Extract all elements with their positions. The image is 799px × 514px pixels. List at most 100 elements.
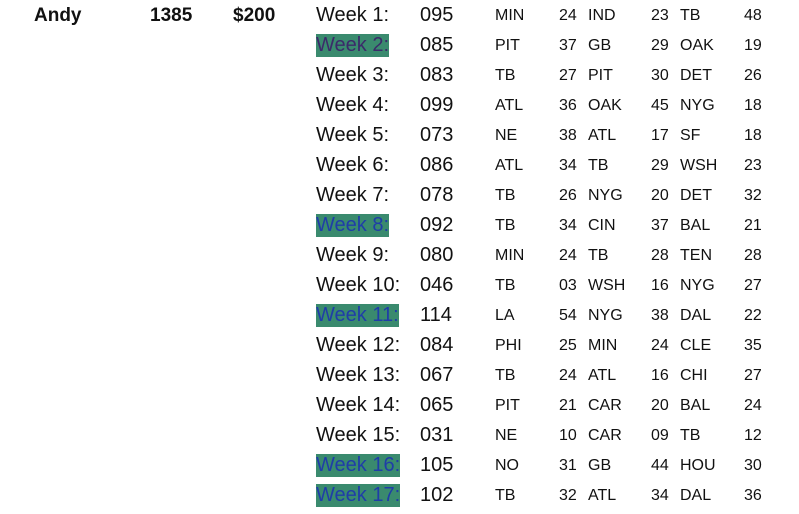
game2-team: ATL xyxy=(588,127,617,144)
game1-team: TB xyxy=(495,487,516,504)
week-label: Week 14: xyxy=(316,394,401,416)
game3-score: 27 xyxy=(744,367,762,384)
game1-score: 25 xyxy=(559,337,577,354)
game1-team: TB xyxy=(495,217,516,234)
week-label: Week 7: xyxy=(316,184,389,206)
game3-team: OAK xyxy=(680,37,714,54)
week-label: Week 2: xyxy=(316,34,389,57)
game3-score: 22 xyxy=(744,307,762,324)
week-row: Week 15: 031 NE 10 CAR 09 TB 12 xyxy=(0,424,799,454)
week-row: Week 2: 085 PIT 37 GB 29 OAK 19 xyxy=(0,34,799,64)
week-label: Week 3: xyxy=(316,64,389,86)
week-points: 067 xyxy=(420,364,454,386)
game2-score: 38 xyxy=(651,307,669,324)
week-label: Week 16: xyxy=(316,454,401,477)
week-points: 114 xyxy=(420,304,452,326)
week-row: Week 8: 092 TB 34 CIN 37 BAL 21 xyxy=(0,214,799,244)
game3-score: 18 xyxy=(744,127,762,144)
game1-team: ATL xyxy=(495,97,524,114)
game1-score: 31 xyxy=(559,457,577,474)
game2-team: TB xyxy=(588,157,609,174)
game1-team: TB xyxy=(495,277,516,294)
game1-score: 24 xyxy=(559,247,577,264)
week-points: 084 xyxy=(420,334,454,356)
game1-team: MIN xyxy=(495,247,525,264)
week-points: 086 xyxy=(420,154,454,176)
game3-team: HOU xyxy=(680,457,716,474)
game3-team: DET xyxy=(680,67,712,84)
game1-score: 26 xyxy=(559,187,577,204)
game2-score: 20 xyxy=(651,187,669,204)
game1-score: 37 xyxy=(559,37,577,54)
week-row: Week 16: 105 NO 31 GB 44 HOU 30 xyxy=(0,454,799,484)
game3-team: TB xyxy=(680,7,701,24)
game3-score: 27 xyxy=(744,277,762,294)
game2-score: 44 xyxy=(651,457,669,474)
week-row: Week 17: 102 TB 32 ATL 34 DAL 36 xyxy=(0,484,799,514)
game3-score: 12 xyxy=(744,427,762,444)
game1-score: 10 xyxy=(559,427,577,444)
game2-score: 23 xyxy=(651,7,669,24)
week-points: 092 xyxy=(420,214,454,236)
week-row: Week 3: 083 TB 27 PIT 30 DET 26 xyxy=(0,64,799,94)
week-label: Week 12: xyxy=(316,334,401,356)
week-points: 083 xyxy=(420,64,454,86)
game1-team: NO xyxy=(495,457,519,474)
week-points: 099 xyxy=(420,94,454,116)
game1-score: 03 xyxy=(559,277,577,294)
week-row: Week 7: 078 TB 26 NYG 20 DET 32 xyxy=(0,184,799,214)
week-label: Week 10: xyxy=(316,274,401,296)
week-points: 102 xyxy=(420,484,454,506)
game3-team: TEN xyxy=(680,247,712,264)
week-row: Week 13: 067 TB 24 ATL 16 CHI 27 xyxy=(0,364,799,394)
game2-score: 17 xyxy=(651,127,669,144)
week-row: Week 1: 095 MIN 24 IND 23 TB 48 xyxy=(0,4,799,34)
game3-team: SF xyxy=(680,127,701,144)
game2-team: IND xyxy=(588,7,616,24)
game2-team: WSH xyxy=(588,277,626,294)
game1-team: ATL xyxy=(495,157,524,174)
week-points: 080 xyxy=(420,244,454,266)
week-points: 046 xyxy=(420,274,454,296)
week-points: 105 xyxy=(420,454,454,476)
game2-score: 34 xyxy=(651,487,669,504)
game1-team: TB xyxy=(495,187,516,204)
game3-team: NYG xyxy=(680,277,715,294)
week-label: Week 11: xyxy=(316,304,399,327)
game3-score: 30 xyxy=(744,457,762,474)
game3-score: 32 xyxy=(744,187,762,204)
week-row: Week 4: 099 ATL 36 OAK 45 NYG 18 xyxy=(0,94,799,124)
week-label: Week 4: xyxy=(316,94,389,116)
game1-score: 54 xyxy=(559,307,577,324)
game3-score: 24 xyxy=(744,397,762,414)
week-row: Week 9: 080 MIN 24 TB 28 TEN 28 xyxy=(0,244,799,274)
game2-team: ATL xyxy=(588,487,617,504)
game3-team: CLE xyxy=(680,337,712,354)
game1-score: 32 xyxy=(559,487,577,504)
week-label: Week 13: xyxy=(316,364,401,386)
week-label: Week 5: xyxy=(316,124,389,146)
game3-team: BAL xyxy=(680,217,711,234)
week-label: Week 15: xyxy=(316,424,401,446)
game1-score: 21 xyxy=(559,397,577,414)
game3-score: 35 xyxy=(744,337,762,354)
game3-team: DET xyxy=(680,187,712,204)
game2-team: CAR xyxy=(588,427,622,444)
game3-team: DAL xyxy=(680,487,712,504)
game2-score: 16 xyxy=(651,367,669,384)
game2-score: 09 xyxy=(651,427,669,444)
game2-score: 20 xyxy=(651,397,669,414)
week-points: 095 xyxy=(420,4,454,26)
week-label: Week 1: xyxy=(316,4,389,26)
game3-score: 26 xyxy=(744,67,762,84)
game1-team: NE xyxy=(495,127,518,144)
game1-score: 34 xyxy=(559,157,577,174)
week-row: Week 10: 046 TB 03 WSH 16 NYG 27 xyxy=(0,274,799,304)
game2-score: 24 xyxy=(651,337,669,354)
game2-score: 16 xyxy=(651,277,669,294)
game1-team: NE xyxy=(495,427,518,444)
game2-team: PIT xyxy=(588,67,613,84)
game1-team: TB xyxy=(495,367,516,384)
week-label: Week 6: xyxy=(316,154,389,176)
game2-team: GB xyxy=(588,457,612,474)
